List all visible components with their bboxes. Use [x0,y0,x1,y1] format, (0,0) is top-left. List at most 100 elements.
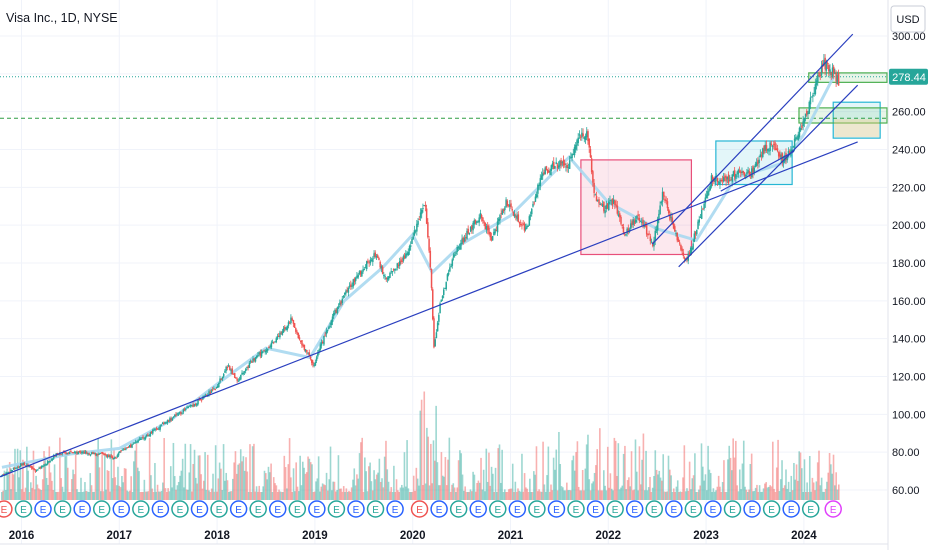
candle-body [218,382,220,388]
x-tick-label: 2016 [9,530,35,542]
volume-bar [500,482,502,500]
y-tick-label: 100.00 [892,409,926,421]
candle-body [444,288,446,290]
volume-bar [26,446,28,500]
candle-body [296,331,298,334]
volume-bar [448,437,451,500]
candle-body [565,166,567,168]
candle-body [372,258,374,263]
candle-body [233,373,236,378]
volume-bar [366,491,369,500]
volume-bar [807,491,810,500]
volume-bar [299,455,301,500]
candle-body [369,259,372,264]
candle-body [495,230,498,232]
volume-bar [559,464,562,500]
candle-body [458,247,461,249]
candle-body [634,219,637,223]
candle-body [131,444,133,448]
candle-body [280,332,282,334]
volume-bar [328,479,330,500]
candle-body [518,221,521,224]
volume-bar [801,468,803,500]
candle-body [669,213,671,220]
earnings-marker-label: E [768,505,775,516]
earnings-marker [14,500,33,518]
candle-body [554,166,556,169]
volume-bar [321,483,324,500]
volume-bar [639,484,642,500]
candle-body [817,74,819,83]
candle-body [644,224,647,227]
candle-body [120,450,122,452]
candle-body [589,149,592,158]
candle-body [479,213,482,218]
volume-bar [750,453,753,500]
volume-bar [166,492,168,500]
candle-body [445,282,447,290]
volume-bar [216,491,218,500]
volume-bar [595,465,597,500]
price-axis-panel[interactable] [888,0,932,550]
candle-body [176,413,179,415]
volume-bar [424,483,427,500]
candle-body [422,208,424,210]
volume-bar [653,476,655,500]
candle-body [768,150,770,152]
candle-body [578,134,581,136]
candle-body [193,404,196,407]
candle-body [134,441,137,443]
volume-bar [576,441,579,500]
candle-body [743,172,746,177]
volume-bar [373,470,375,500]
candle-body [559,160,561,166]
volume-bar [777,439,779,500]
candle-body [288,322,291,324]
volume-bar [735,440,737,500]
volume-bar [496,491,498,500]
earnings-marker-label: E [573,505,580,516]
volume-bar [435,405,437,500]
candle-body [99,453,102,455]
currency-button[interactable]: USD [890,5,926,33]
candle-body [326,329,329,332]
volume-bar [18,477,20,500]
candle-body [88,453,91,455]
trendlines[interactable] [0,33,859,478]
earnings-marker [347,500,365,518]
volume-bar [259,491,262,500]
earnings-marker [410,500,429,518]
candle-body [621,224,623,227]
horizontal-levels[interactable] [0,76,887,119]
volume-bar [115,485,118,500]
candle-body [1,474,4,476]
volume-bar [626,480,629,500]
candle-body [341,298,344,303]
candle-body [152,429,154,434]
candle-body [713,179,715,183]
currency-button-frame[interactable] [890,5,926,33]
candle-body [284,326,286,329]
volume-bar [123,468,126,500]
earnings-marker-label: E [416,505,423,516]
volume-bar [599,428,601,500]
volume-bar [515,491,518,500]
earnings-marker [449,500,468,518]
earnings-marker-label: E [494,505,501,516]
candle-body [765,145,768,151]
volume-bar [238,463,241,500]
candle-body [504,207,506,211]
candle-body [320,342,323,346]
candle-body [586,131,588,138]
volume-bar [2,490,4,500]
candle-body [527,225,529,227]
candle-body [557,165,560,168]
volume-bar [482,469,485,500]
candle-body [421,209,423,215]
volume-bar [131,491,134,500]
candle-body [246,367,248,369]
candle-body [573,147,576,156]
last-price-badge[interactable]: 278.44 [889,68,928,85]
